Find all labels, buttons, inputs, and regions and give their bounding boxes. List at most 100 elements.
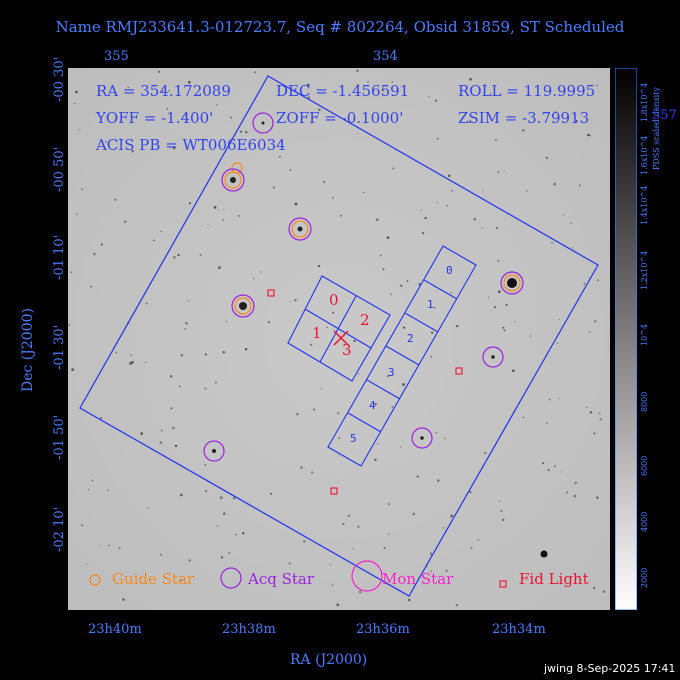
faint-star [91,479,94,482]
y-tick: -00 50' [52,146,67,192]
faint-star [272,186,276,189]
faint-star [593,587,596,590]
faint-star [375,218,379,222]
legend-fid-icon [499,580,507,588]
y-tick: -02 10' [52,506,67,552]
faint-star [572,247,574,249]
faint-star [434,99,438,102]
faint-star [168,89,170,92]
faint-star [556,342,559,345]
x-tick: 23h40m [88,622,142,637]
faint-star [267,321,270,324]
fid-light-marker [330,487,338,495]
faint-star [180,493,183,497]
faint-star [336,603,340,607]
faint-star [430,554,432,556]
faint-star [493,306,497,309]
bright-star [507,278,517,288]
faint-star [160,230,162,232]
faint-star [338,454,340,456]
faint-star [446,204,449,207]
x-tick: 23h34m [492,622,546,637]
guide-star-marker [503,274,521,292]
info-zoff: ZOFF = -0.1000' [276,109,404,127]
faint-star [81,524,83,527]
faint-star [114,198,117,201]
faint-star [382,268,385,271]
faint-star [353,339,356,343]
faint-star [558,397,560,399]
faint-star [107,489,109,492]
faint-star [450,292,452,294]
bright-star [420,436,424,440]
acq-star-marker [203,440,225,462]
faint-star [115,351,117,354]
faint-star [575,119,578,122]
faint-star [374,403,377,406]
faint-star [239,130,243,133]
faint-star [340,214,343,217]
bright-star [297,226,303,232]
plot-title: Name RMJ233641.3-012723.7, Seq # 802264,… [55,18,625,36]
faint-star [332,311,335,314]
faint-star [218,266,221,269]
faint-star [129,362,132,365]
faint-star [529,335,532,337]
bright-star [540,550,548,558]
faint-star [391,81,394,83]
faint-star [180,353,184,357]
faint-star [300,466,303,469]
info-yoff: YOFF = -1.400' [96,109,214,127]
y-tick: -01 10' [52,234,67,280]
faint-star [86,564,88,566]
faint-star [433,307,436,309]
colorbar-tick: 1.2x10^4 [640,250,649,290]
faint-star [502,326,505,329]
faint-star [306,83,310,87]
faint-star [437,479,440,482]
faint-star [223,208,225,211]
legend-mon-icon [351,560,383,592]
faint-star [160,429,163,432]
guide-star-marker [234,297,252,315]
faint-star [422,232,425,235]
faint-star [356,69,359,73]
faint-star [178,385,181,388]
faint-star [216,104,218,106]
faint-star [589,411,593,414]
faint-star [482,189,484,191]
faint-star [358,590,362,594]
faint-star [140,432,144,435]
faint-star [562,214,565,216]
colorbar [615,68,637,610]
bright-star [239,302,247,310]
guide-star-marker [291,220,309,238]
faint-star [313,408,316,411]
faint-star [207,223,209,225]
faint-star [450,514,454,518]
top-tick-355: 355 [104,49,129,64]
faint-star [204,387,207,390]
faint-star [503,329,506,332]
legend-guide-icon [89,574,101,586]
faint-star [406,280,409,282]
faint-star [76,213,78,215]
acis-s-array [327,245,477,467]
faint-star [213,206,217,209]
faint-star [338,437,341,439]
faint-star [593,432,596,435]
faint-star [377,443,379,445]
faint-star [402,326,406,329]
faint-star [317,108,321,112]
faint-star [347,514,351,518]
i-chip-3: 3 [342,341,352,359]
faint-star [469,490,472,494]
faint-star [130,354,133,357]
faint-star [188,202,192,205]
faint-star [578,184,581,187]
info-ra: RA = 354.172089 [96,82,231,100]
faint-star [399,446,401,448]
faint-star [381,88,385,92]
faint-star [455,603,459,607]
y-tick: -00 30' [52,56,67,102]
